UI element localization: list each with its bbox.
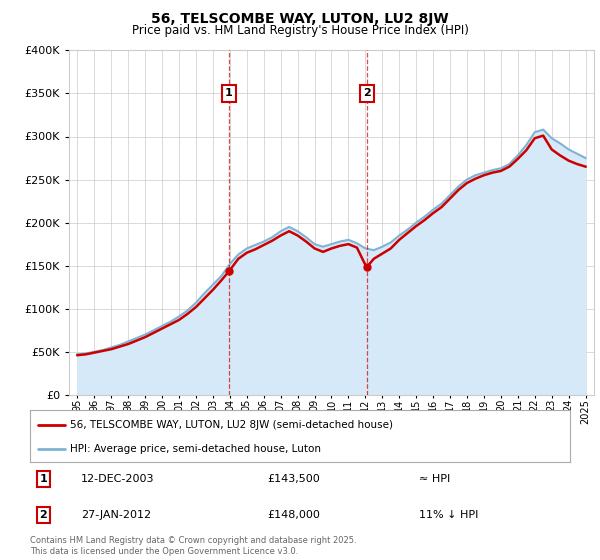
Text: £148,000: £148,000 <box>268 510 320 520</box>
Text: 56, TELSCOMBE WAY, LUTON, LU2 8JW (semi-detached house): 56, TELSCOMBE WAY, LUTON, LU2 8JW (semi-… <box>71 419 394 430</box>
Text: ≈ HPI: ≈ HPI <box>419 474 450 484</box>
Text: 2: 2 <box>362 88 370 99</box>
Text: 1: 1 <box>40 474 47 484</box>
Text: 1: 1 <box>225 88 233 99</box>
Text: 2: 2 <box>40 510 47 520</box>
Text: HPI: Average price, semi-detached house, Luton: HPI: Average price, semi-detached house,… <box>71 444 322 454</box>
Text: 11% ↓ HPI: 11% ↓ HPI <box>419 510 478 520</box>
Text: Contains HM Land Registry data © Crown copyright and database right 2025.
This d: Contains HM Land Registry data © Crown c… <box>30 536 356 556</box>
Text: Price paid vs. HM Land Registry's House Price Index (HPI): Price paid vs. HM Land Registry's House … <box>131 24 469 36</box>
Text: 56, TELSCOMBE WAY, LUTON, LU2 8JW: 56, TELSCOMBE WAY, LUTON, LU2 8JW <box>151 12 449 26</box>
Text: 27-JAN-2012: 27-JAN-2012 <box>82 510 151 520</box>
Text: £143,500: £143,500 <box>268 474 320 484</box>
Text: 12-DEC-2003: 12-DEC-2003 <box>82 474 155 484</box>
